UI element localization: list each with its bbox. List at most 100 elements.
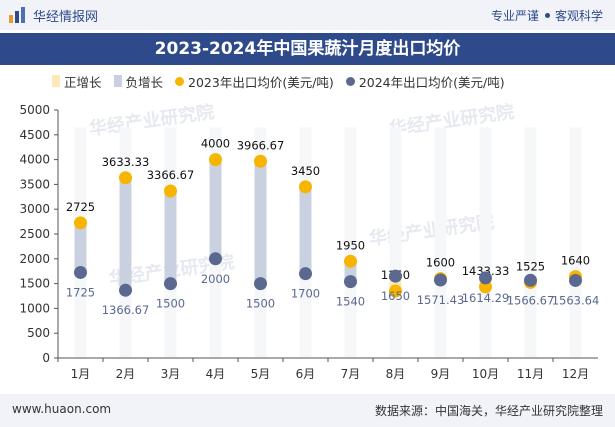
legend-item-2023: 2023年出口均价(美元/吨) (175, 72, 334, 91)
chart-plot: 华经产业研究院华经产业研究院华经产业研究院华经产业研究院050010001500… (19, 101, 600, 381)
bg-column (479, 127, 492, 358)
point-2024 (569, 273, 582, 287)
y-tick-label: 1000 (19, 301, 50, 315)
point-2023 (479, 280, 492, 294)
x-tick-label: 3月 (161, 367, 181, 381)
bg-column (344, 127, 357, 358)
point-2023 (344, 254, 357, 268)
data-label-2024: 1571.43 (417, 293, 465, 307)
huajing-logo-icon (9, 7, 25, 23)
point-2024 (299, 267, 312, 281)
point-2023 (209, 153, 222, 167)
tagline-dot-icon (544, 13, 550, 18)
change-bar-negative (164, 191, 177, 284)
x-tick-label: 9月 (431, 367, 451, 381)
bg-column (524, 127, 537, 358)
data-label-2024: 1700 (291, 287, 320, 301)
x-tick-label: 1月 (71, 367, 91, 381)
point-2023 (119, 171, 132, 185)
data-label-2024: 1650 (381, 289, 410, 303)
point-2024 (119, 283, 132, 297)
chart-legend: 正增长 负增长 2023年出口均价(美元/吨) 2024年出口均价(美元/吨) (52, 72, 517, 90)
legend-swatch-2023 (175, 76, 185, 86)
y-tick-label: 4500 (19, 128, 50, 142)
data-label-2023: 3966.67 (237, 138, 285, 152)
legend-label-negative: 负增长 (125, 74, 164, 90)
watermark-1: 华经产业研究院 (368, 211, 496, 250)
change-bar-negative (299, 186, 312, 274)
change-bar-negative (74, 222, 87, 273)
data-label-2024: 1500 (246, 297, 275, 311)
data-label-2024: 2000 (201, 272, 230, 286)
y-tick-label: 3500 (19, 177, 50, 191)
point-2023 (74, 216, 87, 230)
point-2024 (344, 275, 357, 289)
data-label-2024: 1563.64 (552, 293, 600, 307)
data-label-2024: 1725 (66, 285, 95, 299)
data-label-2024: 1566.67 (507, 293, 555, 307)
top-bar: 华经情报网 专业严谨 客观科学 (0, 0, 615, 30)
y-tick-label: 500 (27, 326, 50, 340)
bg-column (569, 127, 582, 358)
footer-bar: www.huaon.com 数据来源：中国海关，华经产业研究院整理 (0, 394, 615, 427)
y-tick-label: 3000 (19, 202, 50, 216)
point-2024 (74, 265, 87, 279)
y-tick-label: 4000 (19, 153, 50, 167)
data-label-2023: 3450 (291, 164, 320, 178)
chart-title: 2023-2024年中国果蔬汁月度出口均价 (0, 33, 615, 65)
data-label-2024: 1366.67 (102, 303, 150, 317)
change-bar-negative (119, 177, 132, 291)
point-2023 (254, 154, 267, 168)
point-2023 (389, 284, 402, 298)
data-label-2023: 4000 (201, 137, 230, 151)
data-label-2023: 1640 (561, 254, 590, 268)
data-label-2023: 1525 (516, 259, 545, 273)
x-tick-label: 2月 (116, 367, 136, 381)
y-tick-label: 0 (42, 351, 50, 365)
data-label-2024: 1500 (156, 297, 185, 311)
legend-item-positive: 正增长 (52, 72, 102, 91)
watermark-2: 华经产业研究院 (388, 101, 516, 140)
point-2024 (254, 277, 267, 291)
y-tick-label: 2500 (19, 227, 50, 241)
y-tick-label: 1500 (19, 277, 50, 291)
x-tick-label: 8月 (386, 367, 406, 381)
y-tick-label: 2000 (19, 252, 50, 266)
tagline: 专业严谨 客观科学 (491, 7, 603, 24)
point-2024 (479, 271, 492, 285)
tagline-left: 专业严谨 (490, 9, 539, 23)
footer-source: 数据来源：中国海关，华经产业研究院整理 (374, 404, 603, 418)
x-tick-label: 5月 (251, 367, 271, 381)
tagline-right: 客观科学 (554, 9, 603, 23)
point-2024 (164, 277, 177, 291)
point-2024 (389, 269, 402, 283)
x-tick-label: 11月 (517, 367, 544, 381)
x-tick-label: 12月 (562, 367, 589, 381)
data-label-2024: 1540 (336, 295, 365, 309)
point-2023 (164, 184, 177, 198)
data-label-2023: 1600 (426, 256, 455, 270)
data-label-2024: 1614.29 (462, 291, 510, 305)
legend-item-negative: 负增长 (113, 72, 164, 91)
legend-item-2024: 2024年出口均价(美元/吨) (345, 72, 505, 91)
brand-name: 华经情报网 (33, 10, 99, 25)
point-2023 (299, 180, 312, 194)
point-2024 (434, 273, 447, 287)
x-tick-label: 10月 (472, 367, 499, 381)
data-label-2023: 2725 (66, 200, 95, 214)
bg-column (434, 127, 447, 358)
footer-url: www.huaon.com (12, 402, 112, 416)
legend-label-positive: 正增长 (64, 74, 102, 90)
y-tick-label: 5000 (19, 103, 50, 117)
data-label-2023: 1950 (336, 238, 365, 252)
data-label-2023: 3366.67 (147, 168, 195, 182)
change-bar-negative (254, 161, 267, 284)
x-tick-label: 6月 (296, 367, 316, 381)
change-bar-negative (209, 159, 222, 259)
legend-swatch-negative (113, 75, 122, 87)
point-2024 (209, 252, 222, 266)
x-tick-label: 7月 (341, 367, 361, 381)
bg-column (389, 127, 402, 358)
legend-label-2024: 2024年出口均价(美元/吨) (358, 74, 505, 90)
data-label-2023: 1433.33 (462, 264, 510, 278)
